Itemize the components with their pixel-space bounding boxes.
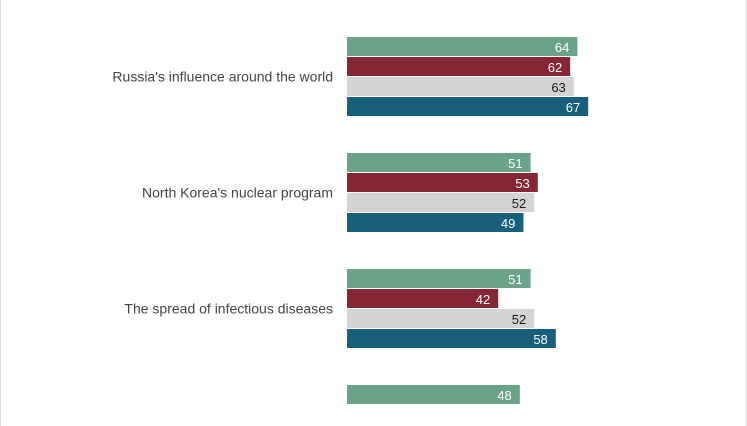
bar: [347, 329, 556, 348]
value-label: 58: [533, 332, 547, 347]
value-label: 52: [512, 196, 526, 211]
bar: [347, 173, 538, 192]
value-label: 42: [476, 292, 490, 307]
category-label: Russia's influence around the world: [112, 69, 333, 85]
value-label: 62: [548, 60, 562, 75]
value-label: 67: [566, 100, 580, 115]
bar: [347, 77, 574, 96]
bar: [347, 193, 535, 212]
bar: [347, 289, 499, 308]
bar: [347, 153, 531, 172]
bar: [347, 309, 535, 328]
value-label: 51: [508, 156, 522, 171]
bar: [347, 269, 531, 288]
category-label: The spread of infectious diseases: [124, 301, 333, 317]
value-label: 48: [497, 388, 511, 403]
value-label: 51: [508, 272, 522, 287]
bar: [347, 385, 520, 404]
bar: [347, 97, 589, 116]
bar: [347, 37, 578, 56]
category-label: North Korea's nuclear program: [142, 185, 333, 201]
value-label: 52: [512, 312, 526, 327]
value-label: 49: [501, 216, 515, 231]
value-label: 63: [551, 80, 565, 95]
value-label: 53: [515, 176, 529, 191]
bar: [347, 57, 571, 76]
value-label: 64: [555, 40, 569, 55]
bar: [347, 213, 524, 232]
